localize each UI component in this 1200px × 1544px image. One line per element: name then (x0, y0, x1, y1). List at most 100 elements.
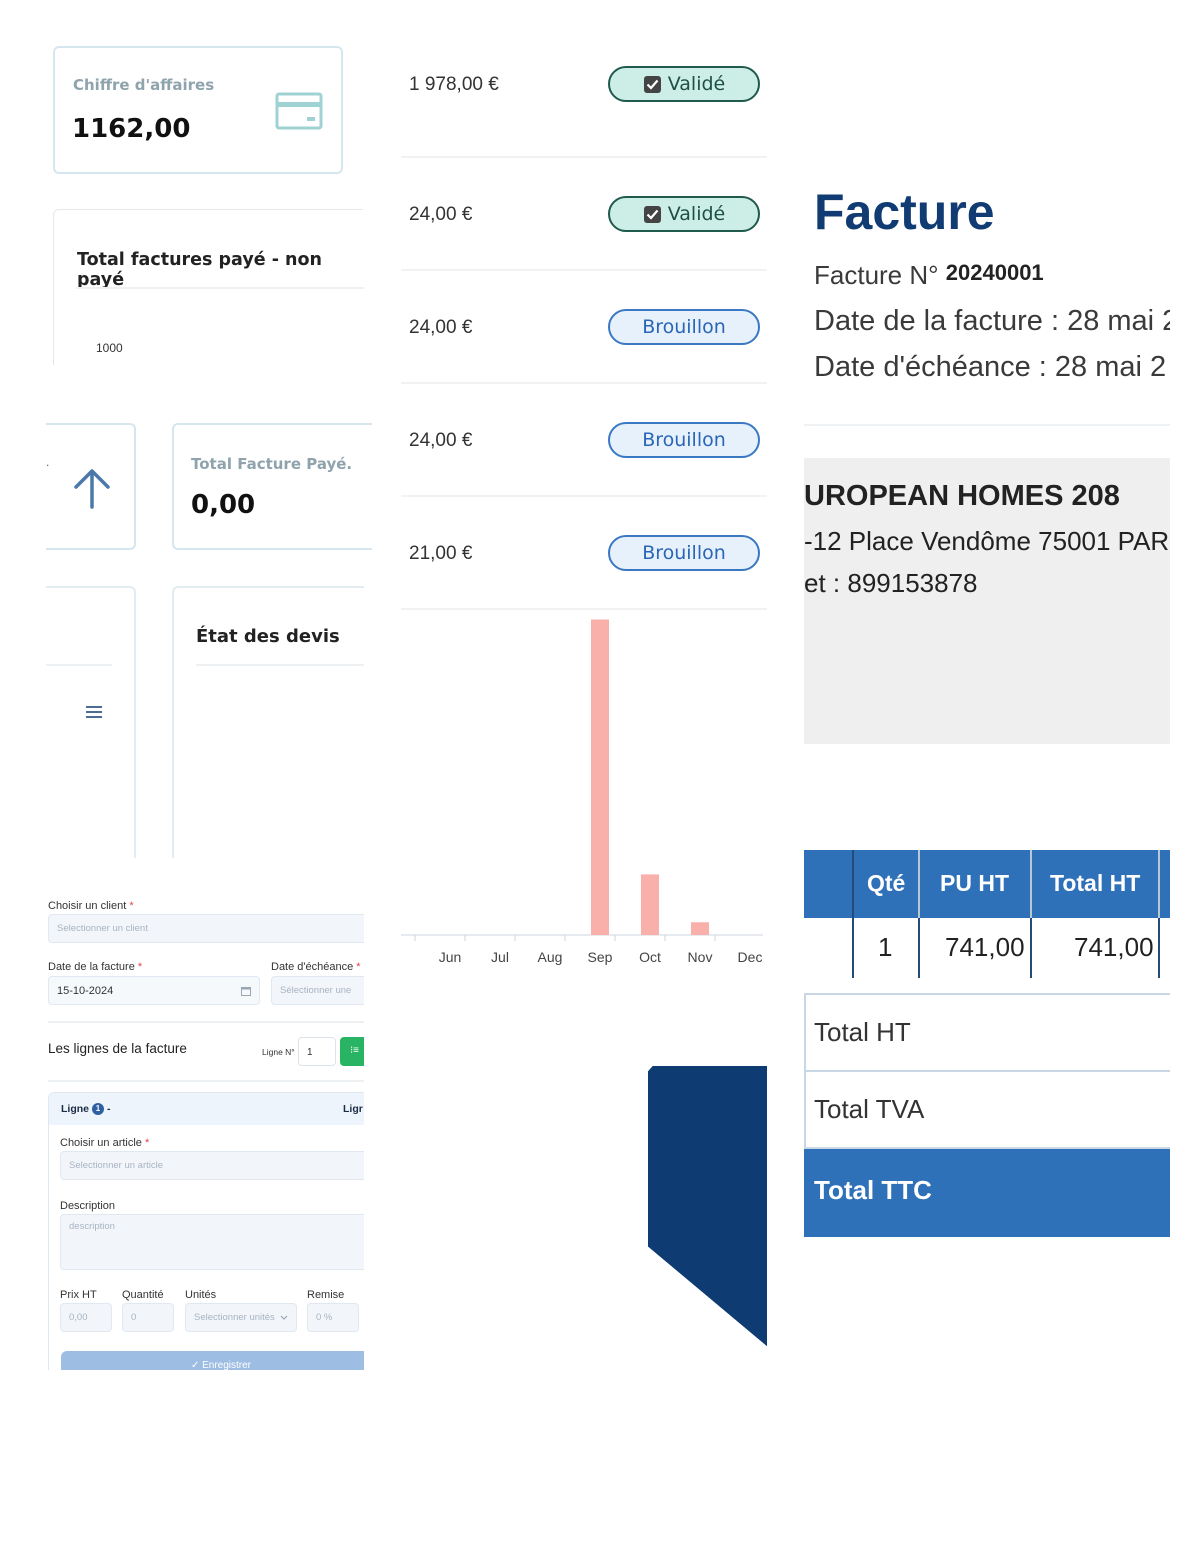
kpi-label: Total Facture Payé. (191, 455, 353, 473)
date-value: 15-10-2024 (57, 984, 114, 997)
client-block: UROPEAN HOMES 208 -12 Place Vendôme 7500… (804, 458, 1170, 744)
status-text: Validé (667, 203, 726, 225)
due-date-label: Date d'échéance * (271, 961, 361, 973)
card-title: Total factures payé - non payé (77, 250, 322, 290)
invoice-row[interactable]: 24,00 € Brouillon (401, 384, 767, 497)
add-line-button[interactable]: ⁝≡ (340, 1037, 364, 1066)
bar-nov[interactable] (691, 922, 709, 935)
invoice-amount: 24,00 € (409, 204, 473, 225)
line-number-label: Ligne N° (262, 1047, 295, 1057)
x-tick-label: Jul (491, 949, 509, 965)
x-tick-label: Sep (588, 949, 613, 965)
units-select[interactable]: Selectionner unités (185, 1303, 297, 1332)
invoice-amount: 24,00 € (409, 317, 473, 338)
kpi-card-revenue: Chiffre d'affaires 1162,00 (53, 46, 343, 174)
invoice-row[interactable]: 24,00 € Validé (401, 158, 767, 271)
line-item-box: Ligne 1 - Ligr Choisir un article * Sele… (48, 1092, 364, 1370)
invoice-table: Qté PU HT Total HT 1 741,00 741,00 (804, 850, 1170, 978)
credit-card-icon (275, 92, 323, 130)
column-divider (918, 850, 920, 918)
hamburger-menu-icon[interactable] (84, 703, 104, 719)
invoice-row[interactable]: 1 978,00 € Validé (401, 30, 767, 158)
monthly-bar-chart: Jun Jul Aug Sep Oct Nov Dec (401, 619, 763, 965)
status-text: Validé (667, 73, 726, 95)
column-divider (1158, 918, 1160, 978)
invoice-amount: 1 978,00 € (409, 74, 499, 95)
total-tva-label: Total TVA (814, 1094, 925, 1124)
due-date-input[interactable]: Sélectionner une (271, 976, 364, 1005)
table-header (804, 850, 1170, 918)
devis-pie-chart: 13.9%22.2%63 (174, 588, 364, 858)
totals-border (804, 993, 806, 1237)
invoice-form: Choisir un client * Selectionner un clie… (46, 890, 364, 1370)
save-button[interactable]: ✓ Enregistrer (61, 1351, 364, 1370)
invoice-amount: 21,00 € (409, 543, 473, 564)
kpi-value: 1162,00 (72, 114, 191, 144)
divider (48, 1080, 364, 1082)
total-ht-row: Total HT (804, 993, 1170, 1070)
cell-total-ht: 741,00 (1074, 932, 1154, 962)
menu-card (46, 586, 136, 858)
quantity-input[interactable]: 0 (122, 1303, 174, 1332)
x-tick-label: Jun (439, 949, 462, 965)
kpi-value: 0,00 (191, 490, 256, 520)
description-label: Description (60, 1200, 116, 1212)
x-tick-label: Oct (639, 949, 661, 965)
x-tick-label: Aug (538, 949, 563, 965)
units-placeholder: Selectionner unités (194, 1312, 275, 1323)
invoice-due-line: Date d'échéance : 28 mai 2 (814, 351, 1167, 383)
divider (46, 664, 112, 666)
client-siret: et : 899153878 (804, 568, 978, 598)
client-name: UROPEAN HOMES 208 (804, 480, 1120, 512)
invoice-title: Facture (814, 184, 995, 240)
invoice-totals: Total HT Total TVA Total TTC (804, 993, 1170, 1237)
status-pie-slice-2[interactable] (646, 1066, 767, 1360)
date-label: Date de la facture * (48, 961, 143, 973)
devis-card: État des devis 13.9%22.2%63 (172, 586, 364, 858)
client-label: Choisir un client * (48, 900, 134, 912)
invoice-row[interactable]: 24,00 € Brouillon (401, 271, 767, 384)
arrow-up-icon (74, 469, 110, 509)
invoice-meta: Facture N° 20240001 Date de la facture :… (804, 250, 1170, 390)
total-tva-row: Total TVA (804, 1070, 1170, 1147)
discount-label: Remise (307, 1289, 345, 1301)
status-badge: Brouillon (608, 535, 760, 571)
cell-pu-ht: 741,00 (945, 932, 1025, 962)
checkbox-checked-icon (643, 205, 661, 223)
column-header-total-ht: Total HT (1050, 870, 1141, 896)
card-title: État des devis (196, 626, 340, 647)
units-label: Unités (185, 1289, 217, 1301)
divider (804, 424, 1170, 426)
status-badge: Brouillon (608, 309, 760, 345)
status-badge: Brouillon (608, 422, 760, 458)
y-tick-label: 1000 (96, 341, 123, 355)
quantity-label: Quantité (122, 1289, 164, 1301)
column-divider (852, 850, 854, 978)
article-select[interactable]: Selectionner un article (60, 1151, 364, 1180)
calendar-icon (241, 987, 251, 996)
kpi-card-arrow: . (46, 423, 136, 550)
status-pie-chart: 13.9%22.2%63 (516, 1066, 767, 1360)
x-tick-label: Dec (738, 949, 763, 965)
price-input[interactable]: 0,00 (60, 1303, 112, 1332)
discount-input[interactable]: 0 % (307, 1303, 359, 1332)
description-textarea[interactable]: description (60, 1214, 364, 1270)
date-input[interactable]: 15-10-2024 (48, 976, 260, 1005)
total-ttc-label: Total TTC (814, 1175, 932, 1205)
column-header-pu-ht: PU HT (940, 870, 1009, 896)
invoice-number-label: Facture N° (814, 260, 939, 290)
client-select[interactable]: Selectionner un client (48, 914, 364, 943)
column-header-qty: Qté (867, 870, 906, 896)
column-divider (918, 918, 920, 978)
bar-oct[interactable] (641, 874, 659, 935)
line-item-header: Ligne 1 - Ligr (49, 1093, 364, 1125)
status-badge: Validé (608, 196, 760, 232)
total-ttc-row: Total TTC (804, 1147, 1170, 1237)
partial-label: . (46, 455, 50, 469)
client-address: -12 Place Vendôme 75001 PAR (804, 526, 1170, 556)
bar-sep[interactable] (591, 619, 609, 935)
invoice-row[interactable]: 21,00 € Brouillon (401, 497, 767, 610)
total-factures-card: Total factures payé - non payé 1000 (53, 209, 364, 365)
line-number-input[interactable]: 1 (298, 1037, 336, 1066)
cell-qty: 1 (878, 932, 893, 962)
